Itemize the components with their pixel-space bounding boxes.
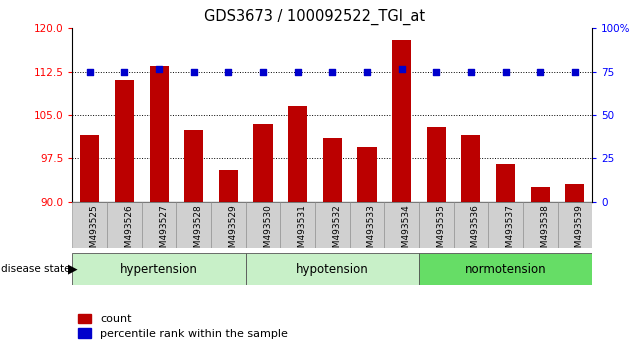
Text: GSM493535: GSM493535 bbox=[436, 204, 445, 259]
Bar bbox=[496, 164, 515, 202]
Text: ▶: ▶ bbox=[68, 263, 77, 275]
Bar bbox=[315, 202, 350, 248]
Text: GSM493529: GSM493529 bbox=[228, 204, 238, 259]
Text: GSM493536: GSM493536 bbox=[471, 204, 480, 259]
Text: GSM493531: GSM493531 bbox=[297, 204, 307, 259]
Point bbox=[120, 69, 130, 75]
Bar bbox=[419, 253, 592, 285]
Text: GSM493530: GSM493530 bbox=[263, 204, 272, 259]
Text: GSM493537: GSM493537 bbox=[505, 204, 515, 259]
Bar bbox=[565, 184, 585, 202]
Text: normotension: normotension bbox=[465, 263, 546, 275]
Point bbox=[327, 69, 337, 75]
Point bbox=[362, 69, 372, 75]
Text: GSM493533: GSM493533 bbox=[367, 204, 376, 259]
Bar bbox=[142, 202, 176, 248]
Bar bbox=[219, 170, 238, 202]
Point bbox=[154, 66, 164, 72]
Text: GSM493527: GSM493527 bbox=[159, 204, 168, 259]
Bar bbox=[253, 124, 273, 202]
Bar bbox=[323, 138, 342, 202]
Bar bbox=[530, 187, 550, 202]
Bar bbox=[392, 40, 411, 202]
Bar bbox=[246, 253, 419, 285]
Bar bbox=[350, 202, 384, 248]
Point bbox=[188, 69, 198, 75]
Text: hypertension: hypertension bbox=[120, 263, 198, 275]
Bar bbox=[107, 202, 142, 248]
Text: disease state: disease state bbox=[1, 264, 71, 274]
Point bbox=[223, 69, 233, 75]
Text: hypotension: hypotension bbox=[296, 263, 369, 275]
Point bbox=[258, 69, 268, 75]
Point bbox=[500, 69, 510, 75]
Bar bbox=[72, 253, 246, 285]
Point bbox=[292, 69, 302, 75]
Text: GSM493534: GSM493534 bbox=[401, 204, 411, 259]
Bar bbox=[211, 202, 246, 248]
Point bbox=[431, 69, 441, 75]
Legend: count, percentile rank within the sample: count, percentile rank within the sample bbox=[78, 314, 288, 339]
Bar bbox=[357, 147, 377, 202]
Bar bbox=[280, 202, 315, 248]
Text: GSM493538: GSM493538 bbox=[540, 204, 549, 259]
Text: GSM493525: GSM493525 bbox=[90, 204, 99, 259]
Point bbox=[570, 69, 580, 75]
Bar bbox=[461, 135, 481, 202]
Bar bbox=[80, 135, 100, 202]
Text: GDS3673 / 100092522_TGI_at: GDS3673 / 100092522_TGI_at bbox=[205, 9, 425, 25]
Bar bbox=[454, 202, 488, 248]
Bar bbox=[115, 80, 134, 202]
Bar bbox=[184, 130, 203, 202]
Point bbox=[84, 69, 95, 75]
Point bbox=[535, 69, 545, 75]
Point bbox=[466, 69, 476, 75]
Text: GSM493532: GSM493532 bbox=[332, 204, 341, 259]
Bar bbox=[176, 202, 211, 248]
Bar bbox=[246, 202, 280, 248]
Bar bbox=[427, 127, 446, 202]
Point bbox=[396, 66, 406, 72]
Bar bbox=[149, 66, 169, 202]
Bar bbox=[488, 202, 523, 248]
Text: GSM493526: GSM493526 bbox=[125, 204, 134, 259]
Bar bbox=[384, 202, 419, 248]
Bar bbox=[523, 202, 558, 248]
Bar bbox=[558, 202, 592, 248]
Text: GSM493528: GSM493528 bbox=[193, 204, 203, 259]
Bar bbox=[288, 106, 307, 202]
Bar bbox=[72, 202, 107, 248]
Text: GSM493539: GSM493539 bbox=[575, 204, 584, 259]
Bar bbox=[419, 202, 454, 248]
